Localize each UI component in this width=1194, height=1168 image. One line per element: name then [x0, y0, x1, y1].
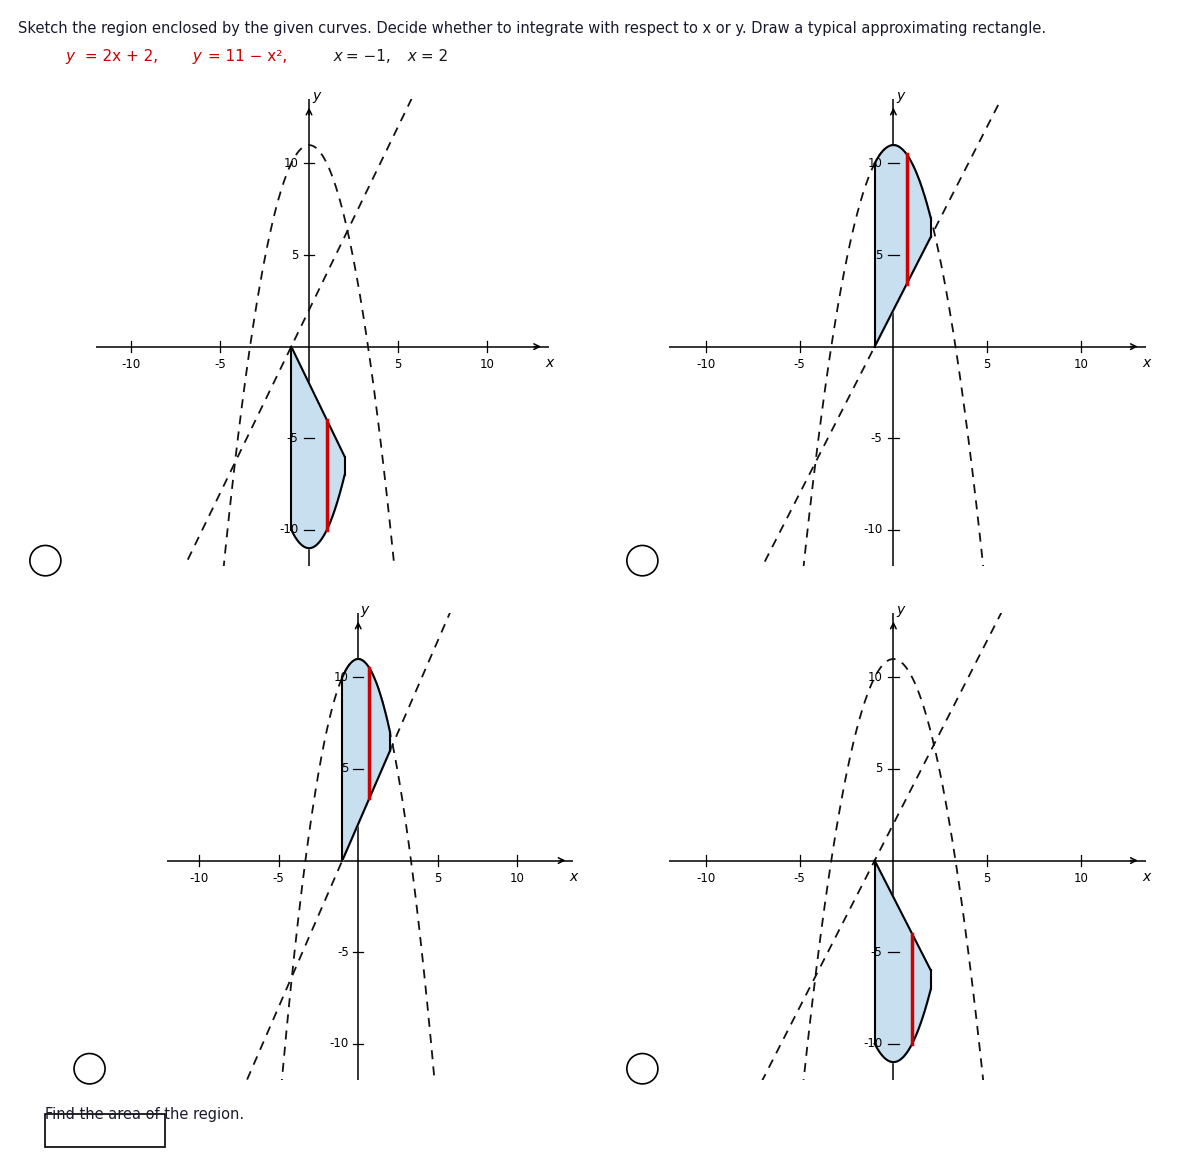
Text: -5: -5 — [794, 357, 806, 370]
Text: -10: -10 — [696, 357, 715, 370]
Text: Find the area of the region.: Find the area of the region. — [45, 1107, 245, 1122]
Text: y: y — [897, 603, 905, 617]
Text: -5: -5 — [794, 871, 806, 884]
Text: 10: 10 — [1073, 357, 1088, 370]
Text: = 2x + 2,: = 2x + 2, — [80, 49, 158, 64]
Text: y: y — [361, 603, 369, 617]
Text: -10: -10 — [863, 523, 882, 536]
Text: x: x — [398, 49, 417, 64]
Text: 10: 10 — [867, 157, 882, 169]
Text: 5: 5 — [394, 357, 401, 370]
Text: -5: -5 — [870, 432, 882, 445]
Text: 5: 5 — [984, 357, 991, 370]
Text: 5: 5 — [291, 249, 298, 262]
Text: -10: -10 — [330, 1037, 349, 1050]
Text: -5: -5 — [870, 946, 882, 959]
Text: -5: -5 — [214, 357, 226, 370]
Text: 5: 5 — [984, 871, 991, 884]
Text: Sketch the region enclosed by the given curves. Decide whether to integrate with: Sketch the region enclosed by the given … — [18, 21, 1046, 36]
Text: -10: -10 — [696, 871, 715, 884]
Text: 10: 10 — [334, 670, 349, 683]
Text: = 2: = 2 — [416, 49, 448, 64]
Text: y: y — [897, 89, 905, 103]
Text: -10: -10 — [122, 357, 141, 370]
Text: x: x — [1143, 356, 1150, 370]
Text: -5: -5 — [287, 432, 298, 445]
Text: -10: -10 — [190, 871, 209, 884]
Text: x: x — [546, 356, 553, 370]
Text: x: x — [570, 870, 577, 884]
Text: x: x — [324, 49, 343, 64]
Text: 10: 10 — [1073, 871, 1088, 884]
Text: y: y — [66, 49, 75, 64]
Text: -5: -5 — [337, 946, 349, 959]
Text: 5: 5 — [875, 249, 882, 262]
Text: 5: 5 — [875, 763, 882, 776]
Text: y: y — [312, 89, 320, 103]
Text: 10: 10 — [510, 871, 525, 884]
Text: 5: 5 — [341, 763, 349, 776]
Text: y: y — [183, 49, 202, 64]
Text: -10: -10 — [279, 523, 298, 536]
Text: 10: 10 — [283, 157, 298, 169]
Text: = 11 − x²,: = 11 − x², — [203, 49, 288, 64]
Text: 10: 10 — [867, 670, 882, 683]
Text: 5: 5 — [435, 871, 442, 884]
Text: = −1,: = −1, — [341, 49, 392, 64]
Text: 10: 10 — [480, 357, 494, 370]
Text: -10: -10 — [863, 1037, 882, 1050]
Text: x: x — [1143, 870, 1150, 884]
Text: -5: -5 — [272, 871, 284, 884]
